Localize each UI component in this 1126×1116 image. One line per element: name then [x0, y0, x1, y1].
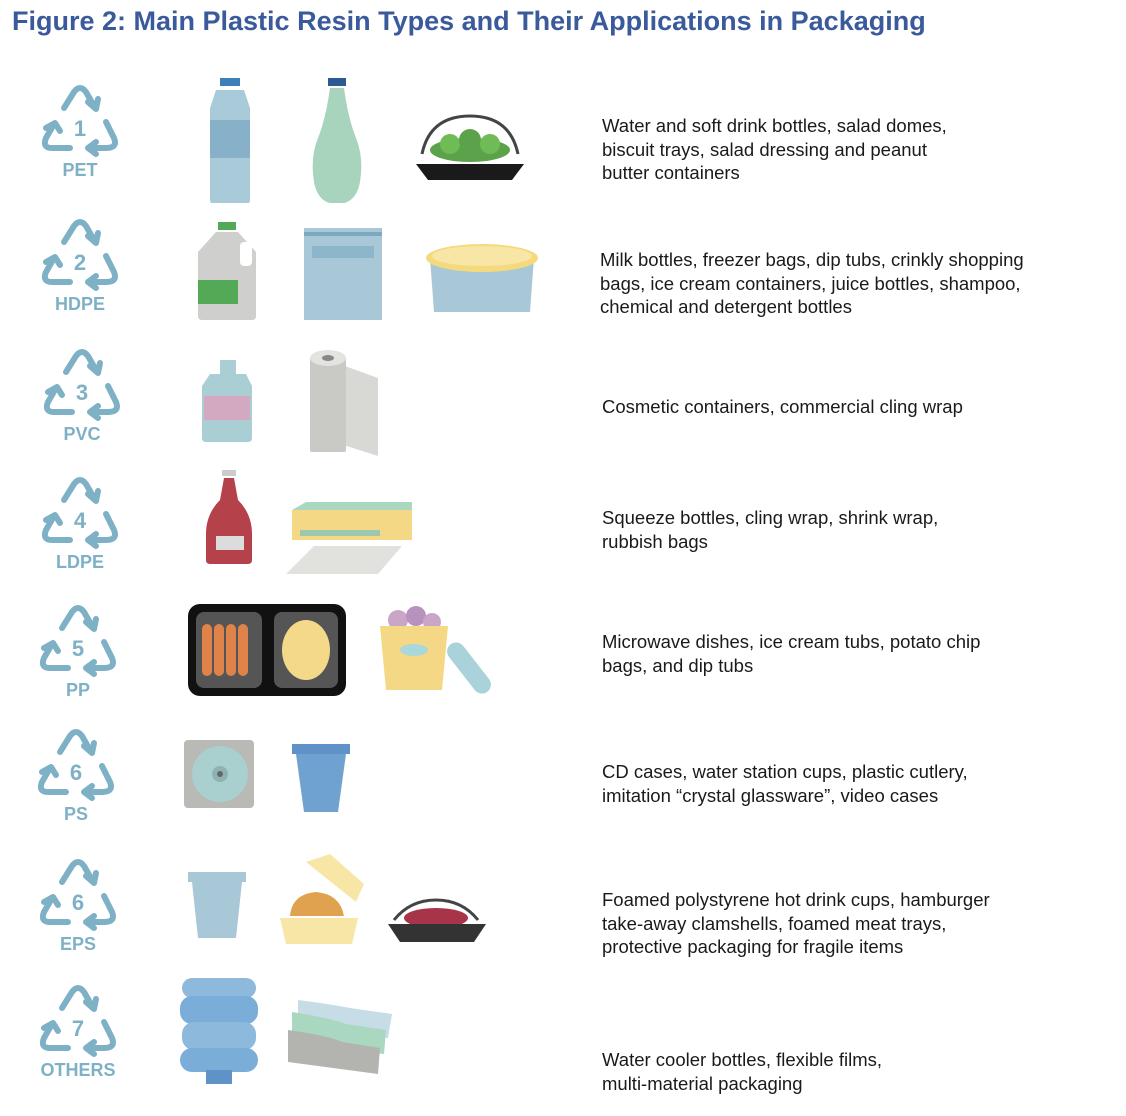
resin-number: 2	[74, 250, 86, 275]
cling-wrap-box-icon	[286, 502, 412, 574]
recycle-triangle-icon: 5	[39, 605, 116, 677]
ldpe-product-icons	[206, 470, 412, 574]
resin-number: 7	[72, 1016, 84, 1041]
figure-title: Figure 2: Main Plastic Resin Types and T…	[12, 6, 926, 36]
salad-dome-icon	[416, 114, 524, 180]
water-cooler-bottle-icon	[180, 978, 258, 1084]
soft-drink-bottle-icon	[312, 78, 362, 203]
resin-code: PVC	[63, 424, 101, 444]
recycle-symbol-pvc: 3 PVC	[32, 342, 132, 450]
recycle-symbol-ps: 6 PS	[26, 722, 126, 830]
recycle-symbol-ldpe: 4 LDPE	[30, 470, 130, 578]
resin-description: CD cases, water station cups, plastic cu…	[602, 761, 968, 806]
pp-product-icons	[188, 604, 491, 696]
resin-number: 3	[76, 380, 88, 405]
cosmetic-bottle-icon	[202, 360, 252, 442]
recycle-triangle-icon: 2	[41, 219, 118, 291]
recycle-triangle-icon: 7	[39, 985, 116, 1057]
pvc-product-icons	[202, 350, 378, 456]
resin-description: Milk bottles, freezer bags, dip tubs, cr…	[600, 249, 1024, 317]
meat-tray-icon	[388, 898, 486, 942]
recycle-symbol-hdpe: 2 HDPE	[30, 212, 130, 320]
resin-code: PS	[63, 804, 88, 824]
water-bottle-icon	[210, 78, 250, 203]
resin-description: Squeeze bottles, cling wrap, shrink wrap…	[602, 507, 939, 552]
recycle-symbol-others: 7 OTHERS	[28, 978, 128, 1086]
resin-code: HDPE	[54, 294, 105, 314]
cd-case-icon	[184, 740, 254, 808]
resin-description: Water cooler bottles, flexible films, mu…	[602, 1049, 882, 1094]
recycle-symbol-pp: 5 PP	[28, 598, 128, 706]
squeeze-bottle-icon	[206, 470, 252, 564]
resin-row-ldpe: 4 LDPE Squeeze bottles, cling wrap, shri…	[0, 470, 1126, 595]
resin-number: 6	[72, 890, 84, 915]
pet-product-icons	[210, 78, 524, 203]
resin-number: 4	[74, 508, 87, 533]
resin-number: 1	[74, 116, 86, 141]
others-product-icons	[180, 978, 392, 1084]
ice-cream-tub-lid-icon	[380, 606, 491, 694]
recycle-triangle-icon: 4	[41, 477, 118, 549]
resin-number: 6	[70, 760, 82, 785]
resin-row-hdpe: 2 HDPE Milk bottles, freezer bags, dip t…	[0, 212, 1126, 337]
recycle-triangle-icon: 6	[39, 859, 116, 931]
resin-row-pet: 1 PET Water and soft drink bottles, sala…	[0, 78, 1126, 203]
recycle-triangle-icon: 3	[43, 349, 120, 421]
resin-description: Cosmetic containers, commercial cling wr…	[602, 396, 963, 417]
recycle-symbol-pet: 1 PET	[30, 78, 130, 186]
resin-row-ps: 6 PS CD cases, water station cups, plast…	[0, 722, 1126, 847]
recycle-triangle-icon: 6	[37, 729, 114, 801]
hdpe-product-icons	[198, 222, 538, 320]
resin-code: OTHERS	[40, 1060, 116, 1080]
ice-cream-tub-icon	[426, 244, 538, 312]
resin-code: PET	[62, 160, 98, 180]
burger-clamshell-icon	[280, 854, 364, 944]
resin-code: EPS	[59, 934, 97, 954]
eps-product-icons	[188, 854, 486, 944]
recycle-symbol-eps: 6 EPS	[28, 852, 128, 960]
resin-row-others: 7 OTHERS Water cooler bottles, flexible …	[0, 978, 1126, 1103]
resin-row-pp: 5 PP Microwave dishes, ice cream tubs, p…	[0, 598, 1126, 723]
microwave-tray-icon	[188, 604, 346, 696]
cling-wrap-roll-icon	[310, 350, 378, 456]
resin-code: LDPE	[55, 552, 104, 572]
resin-code: PP	[65, 680, 90, 700]
flexible-films-icon	[288, 1000, 392, 1074]
resin-description: Water and soft drink bottles, salad dome…	[602, 115, 947, 183]
resin-number: 5	[72, 636, 84, 661]
resin-row-pvc: 3 PVC Cosmetic containers, commercial cl…	[0, 342, 1126, 467]
foam-cup-icon	[188, 872, 246, 938]
recycle-triangle-icon: 1	[41, 85, 118, 157]
plastic-cup-icon	[292, 744, 350, 812]
resin-description: Foamed polystyrene hot drink cups, hambu…	[602, 889, 990, 957]
ps-product-icons	[184, 740, 350, 812]
freezer-bag-icon	[304, 228, 382, 320]
milk-jug-icon	[198, 222, 256, 320]
resin-row-eps: 6 EPS Foamed polystyrene hot drink cups,…	[0, 852, 1126, 977]
resin-description: Microwave dishes, ice cream tubs, potato…	[602, 631, 981, 676]
